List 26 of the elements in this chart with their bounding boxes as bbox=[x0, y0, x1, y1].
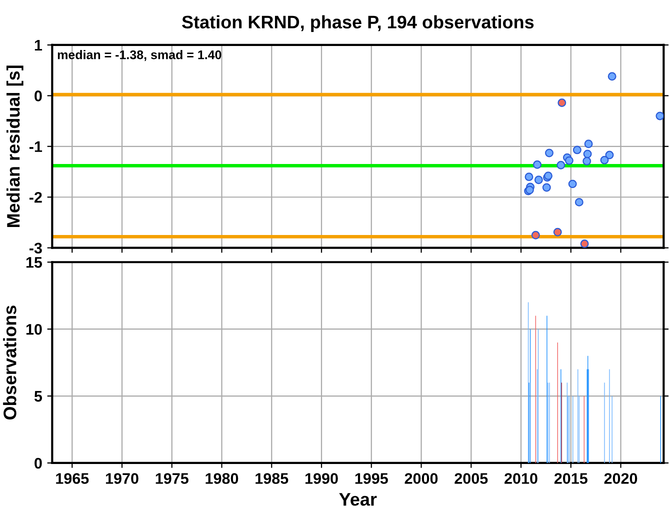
y-tick-label: 0 bbox=[34, 90, 42, 102]
x-tick-label: 1990 bbox=[305, 473, 338, 484]
y-tick-label: 15 bbox=[26, 257, 42, 268]
x-tick-label: 1970 bbox=[106, 473, 138, 484]
y-tick-label: -3 bbox=[29, 242, 42, 254]
x-tick-label: 2020 bbox=[604, 473, 638, 484]
chart-title: Station KRND, phase P, 194 observations bbox=[182, 15, 534, 32]
y-tick-label: 1 bbox=[34, 40, 42, 51]
x-tick-label: 2015 bbox=[554, 473, 588, 484]
x-tick-label: 2000 bbox=[404, 473, 438, 484]
x-tick-label: 2005 bbox=[454, 473, 488, 484]
y-axis-title: Observations bbox=[3, 306, 16, 420]
x-tick-label: 1965 bbox=[56, 473, 89, 484]
y-tick-label: 5 bbox=[34, 391, 42, 402]
x-tick-label: 2010 bbox=[504, 473, 538, 484]
annotation: median = -1.38, smad = 1.40 bbox=[58, 50, 222, 62]
y-axis-title: Median residual [s] bbox=[6, 66, 24, 227]
x-tick-label: 1975 bbox=[156, 473, 188, 484]
x-tick-label: 1995 bbox=[355, 473, 388, 484]
y-tick-label: 0 bbox=[34, 458, 42, 469]
x-tick-label: 1980 bbox=[206, 473, 238, 484]
y-tick-label: -2 bbox=[29, 192, 42, 203]
x-axis-title: Year bbox=[339, 493, 377, 506]
y-tick-label: 10 bbox=[26, 324, 42, 335]
x-tick-label: 1985 bbox=[256, 473, 288, 484]
y-tick-label: -1 bbox=[29, 141, 42, 152]
